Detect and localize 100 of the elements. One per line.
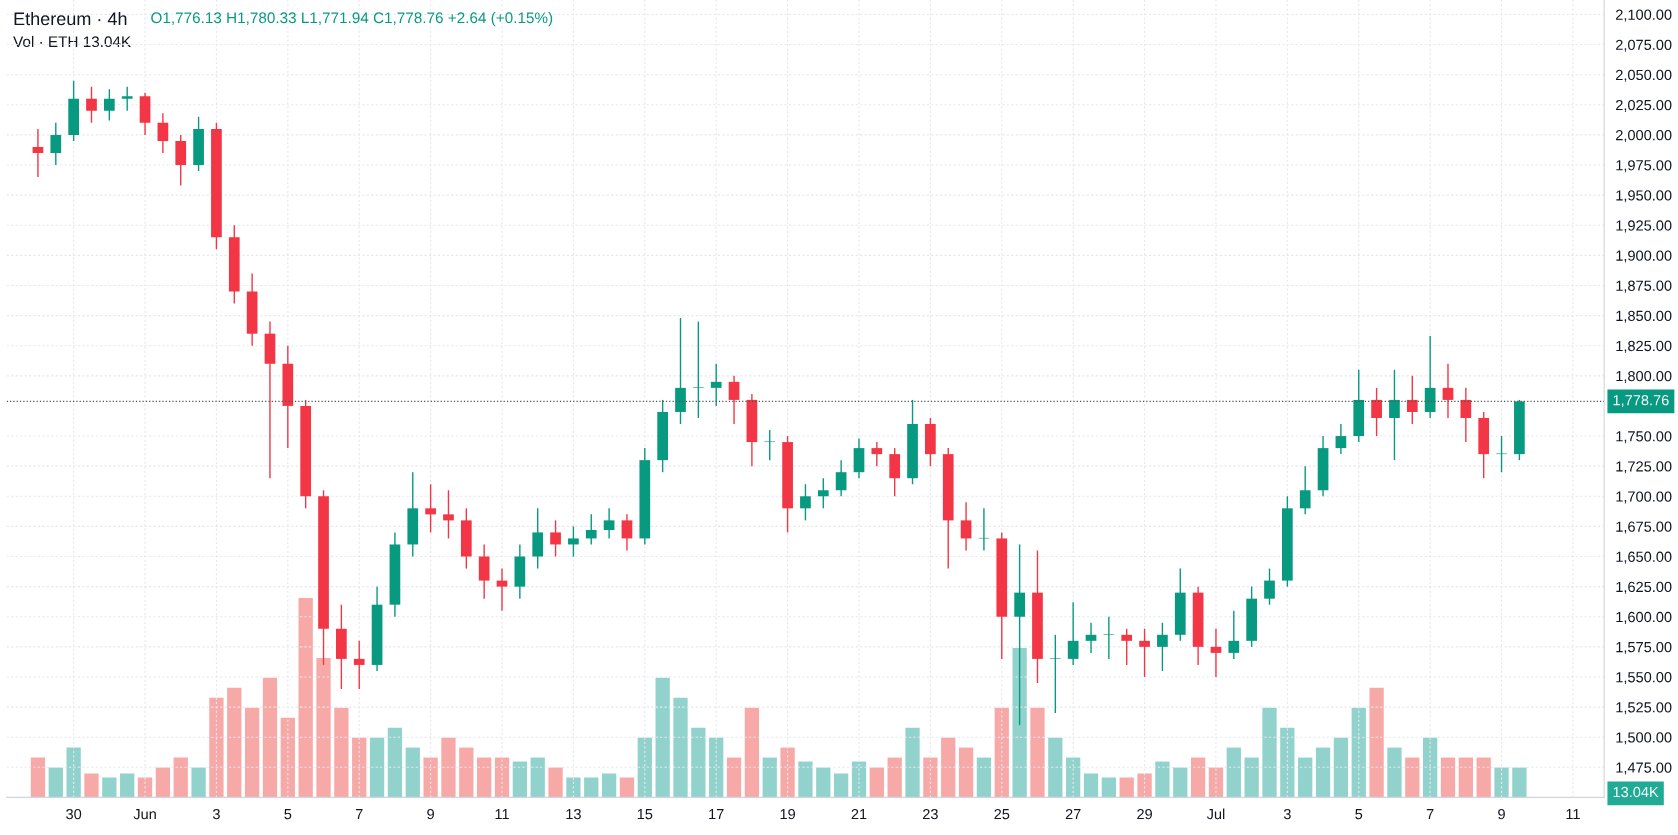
bar: [209, 697, 224, 798]
x-tick-label: 11: [495, 809, 509, 820]
bar: [941, 737, 956, 798]
candlestick: [1049, 634, 1061, 714]
candlestick: [1067, 601, 1079, 666]
candlestick: [121, 86, 133, 112]
bar: [619, 777, 635, 798]
bar: [798, 761, 813, 798]
bar: [584, 777, 599, 798]
bar: [387, 727, 403, 798]
x-tick-label: 25: [994, 808, 1010, 820]
bar: [744, 707, 760, 798]
bar: [1226, 747, 1241, 798]
y-tick-label: 1,925.00: [1616, 220, 1672, 233]
bar: [280, 717, 295, 798]
x-tick-label: 27: [1065, 808, 1081, 820]
bar: [405, 747, 420, 798]
y-tick-label: 1,600.00: [1616, 611, 1672, 624]
y-tick-label: 2,025.00: [1616, 99, 1672, 112]
y-tick-label: 1,550.00: [1616, 672, 1672, 685]
y-tick-label: 1,900.00: [1616, 250, 1672, 263]
bar: [1298, 757, 1313, 798]
x-tick-label: 7: [1426, 809, 1434, 820]
bar: [512, 761, 527, 798]
bar: [155, 767, 171, 798]
x-tick-label: 23: [923, 808, 938, 820]
bar: [298, 598, 313, 798]
x-tick-label: 13: [566, 808, 581, 820]
y-tick-label: 1,975.00: [1616, 160, 1672, 173]
bar: [1494, 767, 1509, 798]
bar: [459, 747, 474, 798]
bar: [1048, 737, 1063, 798]
y-tick-label: 1,525.00: [1616, 702, 1672, 715]
bar: [816, 767, 831, 798]
bar: [84, 773, 99, 798]
candlestick: [728, 375, 740, 425]
candlestick: [50, 122, 62, 166]
candlestick: [1442, 363, 1454, 419]
candlestick: [603, 507, 615, 540]
bar: [1512, 767, 1527, 798]
bar: [1405, 757, 1420, 798]
candlestick: [1264, 567, 1275, 606]
bar: [244, 707, 260, 798]
x-tick-label: 15: [637, 809, 653, 820]
bar: [1333, 737, 1349, 798]
candlestick: [764, 429, 776, 461]
bar: [1030, 707, 1045, 798]
candlestick: [103, 88, 115, 122]
candlestick: [86, 86, 97, 124]
y-tick-label: 1,850.00: [1616, 310, 1672, 323]
x-tick-label: 21: [851, 808, 867, 820]
candlestick: [835, 459, 847, 497]
bar: [1280, 727, 1295, 798]
bar: [869, 767, 884, 798]
bar: [673, 697, 688, 798]
y-tick-label: 1,875.00: [1616, 280, 1672, 293]
x-tick-label: Jun: [133, 809, 156, 820]
x-tick-label: 5: [1355, 809, 1363, 820]
x-tick-label: 9: [1498, 808, 1505, 820]
bar: [30, 757, 46, 798]
bar: [102, 777, 117, 798]
candlestick: [692, 320, 704, 419]
bar: [1476, 757, 1491, 798]
bar: [477, 757, 492, 798]
y-tick-label: 1,675.00: [1616, 521, 1672, 534]
bar: [923, 757, 938, 798]
bar: [530, 757, 545, 798]
text: 13.04K: [1613, 786, 1659, 798]
bar: [762, 757, 777, 798]
bar: [958, 747, 974, 798]
bar: [423, 757, 438, 798]
y-tick-label: 1,750.00: [1616, 431, 1672, 444]
bar: [1351, 707, 1366, 798]
x-tick-label: 9: [427, 808, 434, 820]
bar: [1137, 773, 1152, 798]
x-tick-label: 3: [212, 808, 220, 820]
y-tick-label: 1,575.00: [1616, 641, 1672, 654]
y-tick-label: 1,800.00: [1616, 370, 1672, 383]
bar: [601, 773, 617, 798]
bar: [1244, 757, 1259, 798]
bar: [709, 737, 724, 798]
bar: [262, 677, 278, 798]
candlestick: [1460, 387, 1472, 443]
candlestick: [1210, 628, 1222, 678]
bar: [369, 737, 385, 798]
bar: [905, 727, 920, 798]
x-tick-label: 7: [355, 809, 363, 820]
candlestick: [1335, 423, 1347, 455]
bar: [994, 707, 1009, 798]
bar: [1387, 747, 1402, 798]
candlestick: [1121, 628, 1133, 666]
y-tick-label: 1,725.00: [1616, 461, 1672, 474]
bar: [352, 737, 367, 798]
candlestick: [32, 128, 44, 178]
bar: [1458, 757, 1473, 798]
candlestick: [1228, 610, 1240, 660]
bar: [441, 737, 456, 798]
y-tick-label: 1,825.00: [1616, 340, 1672, 353]
bar: [548, 767, 563, 798]
bar: [1083, 773, 1099, 798]
